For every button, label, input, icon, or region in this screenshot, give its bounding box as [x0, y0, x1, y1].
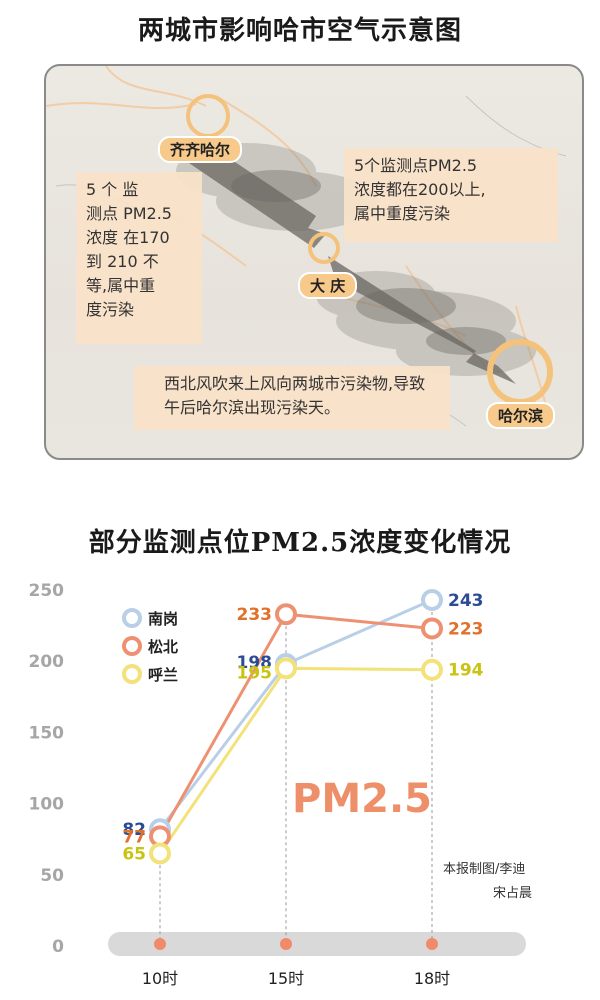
y-tick-label: 100: [29, 795, 65, 815]
credit-line-2: 宋占晨: [493, 886, 533, 901]
y-tick-label: 200: [29, 652, 65, 672]
series-line: [158, 666, 433, 855]
data-point: [421, 658, 443, 681]
y-tick-label: 50: [40, 866, 64, 886]
legend-label: 松北: [148, 638, 178, 656]
data-label: 82: [122, 820, 146, 840]
y-tick-label: 250: [29, 581, 65, 601]
qiqihar-ring: [186, 94, 230, 138]
series-layer: [149, 588, 443, 865]
data-point: [275, 603, 297, 626]
data-label: 195: [237, 663, 273, 683]
city-label-qiqihar: 齐齐哈尔: [158, 136, 243, 163]
chart-guides: [154, 599, 438, 950]
wind-arrow-1: [186, 136, 326, 248]
baseline-bar: [108, 932, 526, 956]
city-label-daqing: 大 庆: [298, 272, 358, 299]
baseline-dot: [280, 938, 292, 950]
data-labels: 82 198 243 77 233 223 65 195 194: [122, 591, 483, 864]
chart-annotation: PM2.5: [292, 776, 432, 822]
legend-marker: [122, 608, 142, 628]
credit-line-1: 本报制图/李迪: [443, 862, 526, 877]
legend-marker: [122, 664, 142, 684]
data-label: 65: [122, 844, 146, 864]
note-qiqihar: 5 个 监 测点 PM2.5 浓度 在170 到 210 不 等,属中重 度污染: [76, 172, 202, 344]
chart-title: 部分监测点位PM2.5浓度变化情况: [88, 528, 512, 558]
baseline-dot: [426, 938, 438, 950]
data-point: [275, 657, 297, 680]
x-axis: 10时 15时 18时: [142, 969, 450, 988]
map-panel: 5 个 监 测点 PM2.5 浓度 在170 到 210 不 等,属中重 度污染…: [44, 64, 584, 460]
note-daqing: 5个监测点PM2.5 浓度都在200以上, 属中重度污染: [344, 148, 558, 242]
pm25-chart: 0 50 100 150 200 250 10时 15时 18时 82 198 243 77 233 2…: [29, 581, 526, 988]
data-label: 243: [448, 591, 484, 611]
x-tick-label: 10时: [142, 969, 178, 988]
daqing-ring: [308, 232, 340, 264]
data-point: [421, 617, 443, 640]
data-point: [149, 842, 171, 865]
y-tick-label: 0: [52, 937, 64, 957]
data-label: 77: [122, 827, 146, 847]
wind-arrow-2: [328, 256, 516, 384]
data-label: 198: [237, 653, 273, 673]
chart-baseline: [108, 932, 526, 956]
y-axis: 0 50 100 150 200 250: [29, 581, 65, 957]
city-label-harbin: 哈尔滨: [486, 402, 556, 429]
legend-label: 呼兰: [148, 666, 178, 684]
map-title: 两城市影响哈市空气示意图: [137, 16, 462, 46]
data-label: 194: [448, 661, 484, 681]
data-label: 233: [237, 605, 273, 625]
data-label: 223: [448, 619, 484, 639]
y-tick-label: 150: [29, 723, 65, 743]
data-point: [421, 588, 443, 611]
x-tick-label: 18时: [414, 969, 450, 988]
legend-marker: [122, 636, 142, 656]
baseline-dot: [154, 938, 166, 950]
x-tick-label: 15时: [268, 969, 304, 988]
note-wind: 西北风吹来上风向两城市污染物,导致午后哈尔滨出现污染天。: [134, 366, 450, 430]
legend-label: 南岗: [148, 610, 178, 628]
